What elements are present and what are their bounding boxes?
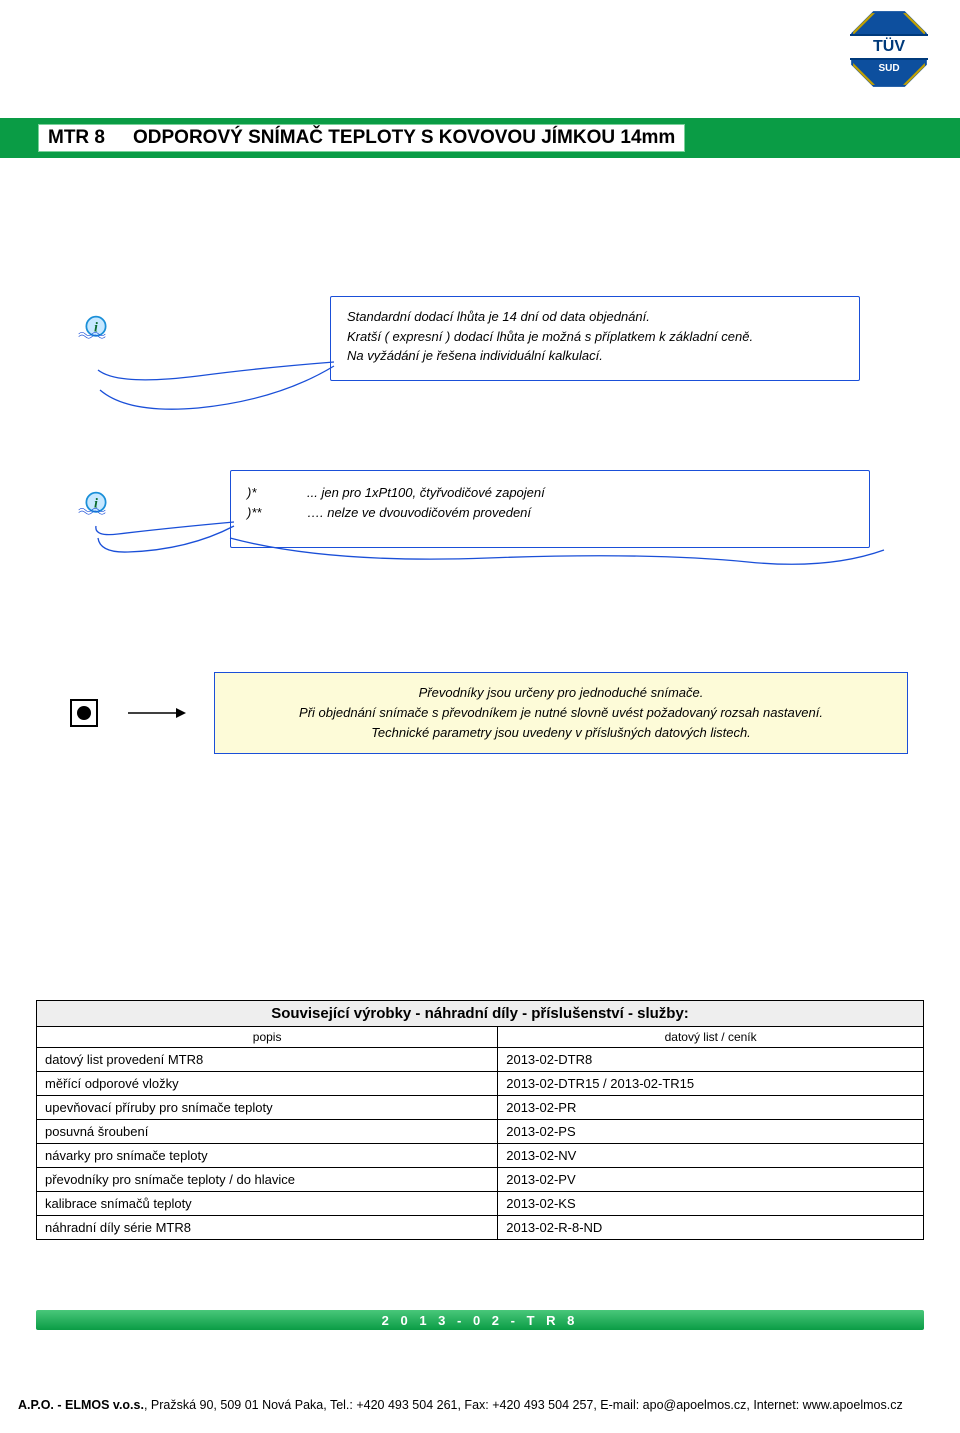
converter-note-box: Převodníky jsou určeny pro jednoduché sn… [214, 672, 908, 754]
related-desc: náhradní díly série MTR8 [37, 1216, 498, 1240]
tuv-badge: TÜV SUD [850, 10, 928, 88]
related-title: Související výrobky - náhradní díly - př… [37, 1001, 924, 1027]
related-col1: popis [37, 1027, 498, 1048]
tuv-sub-label: SUD [850, 63, 928, 74]
table-row: kalibrace snímačů teploty2013-02-KS [37, 1192, 924, 1216]
table-row: měřící odporové vložky2013-02-DTR15 / 20… [37, 1072, 924, 1096]
table-row: návarky pro snímače teploty2013-02-NV [37, 1144, 924, 1168]
title-box: MTR 8 ODPOROVÝ SNÍMAČ TEPLOTY S KOVOVOU … [36, 122, 687, 154]
related-desc: kalibrace snímačů teploty [37, 1192, 498, 1216]
note-line2: Při objednání snímače s převodníkem je n… [229, 703, 893, 723]
related-desc: datový list provedení MTR8 [37, 1048, 498, 1072]
delivery-callout: i Standardní dodací lhůta je 14 dní od d… [82, 296, 860, 381]
footnote-txt2: …. nelze ve dvouvodičovém provedení [307, 503, 531, 523]
related-ref: 2013-02-DTR15 / 2013-02-TR15 [498, 1072, 924, 1096]
related-ref: 2013-02-NV [498, 1144, 924, 1168]
related-ref: 2013-02-DTR8 [498, 1048, 924, 1072]
table-row: náhradní díly série MTR82013-02-R-8-ND [37, 1216, 924, 1240]
company-name: A.P.O. - ELMOS v.o.s. [18, 1398, 144, 1412]
footnote-sym1: )* [247, 483, 287, 503]
note-line3: Technické parametry jsou uvedeny v přísl… [229, 723, 893, 743]
footnote-callout: i )* ... jen pro 1xPt100, čtyřvodičové z… [82, 470, 870, 548]
delivery-line3: Na vyžádání je řešena individuální kalku… [347, 346, 843, 366]
wave-icon [78, 496, 106, 524]
delivery-box: Standardní dodací lhůta je 14 dní od dat… [330, 296, 860, 381]
delivery-line1: Standardní dodací lhůta je 14 dní od dat… [347, 307, 843, 327]
related-ref: 2013-02-PV [498, 1168, 924, 1192]
doc-code-bar: 2 0 1 3 - 0 2 - T R 8 [36, 1310, 924, 1330]
circle-in-square-icon [70, 699, 98, 727]
info-icon: i [82, 314, 110, 342]
info-icon: i [82, 490, 110, 518]
company-rest: , Pražská 90, 509 01 Nová Paka, Tel.: +4… [144, 1398, 903, 1412]
related-desc: měřící odporové vložky [37, 1072, 498, 1096]
related-section: Související výrobky - náhradní díly - př… [36, 1000, 924, 1240]
converter-note-row: Převodníky jsou určeny pro jednoduché sn… [70, 672, 908, 754]
tuv-main-label: TÜV [850, 34, 928, 60]
footnote-txt1: ... jen pro 1xPt100, čtyřvodičové zapoje… [307, 483, 545, 503]
related-ref: 2013-02-PS [498, 1120, 924, 1144]
footnote-sym2: )** [247, 503, 287, 523]
arrow-right-icon [126, 704, 186, 722]
related-table: Související výrobky - náhradní díly - př… [36, 1000, 924, 1240]
note-line1: Převodníky jsou určeny pro jednoduché sn… [229, 683, 893, 703]
related-ref: 2013-02-PR [498, 1096, 924, 1120]
footnote-box: )* ... jen pro 1xPt100, čtyřvodičové zap… [230, 470, 870, 548]
company-footer: A.P.O. - ELMOS v.o.s., Pražská 90, 509 0… [18, 1398, 942, 1412]
related-desc: návarky pro snímače teploty [37, 1144, 498, 1168]
table-row: upevňovací příruby pro snímače teploty20… [37, 1096, 924, 1120]
table-row: převodníky pro snímače teploty / do hlav… [37, 1168, 924, 1192]
related-col2: datový list / ceník [498, 1027, 924, 1048]
table-row: posuvná šroubení2013-02-PS [37, 1120, 924, 1144]
title-bar: MTR 8 ODPOROVÝ SNÍMAČ TEPLOTY S KOVOVOU … [0, 118, 960, 158]
table-row: datový list provedení MTR82013-02-DTR8 [37, 1048, 924, 1072]
related-desc: převodníky pro snímače teploty / do hlav… [37, 1168, 498, 1192]
delivery-line2: Kratší ( expresní ) dodací lhůta je možn… [347, 327, 843, 347]
wave-icon [78, 320, 106, 348]
title-code: MTR 8 [48, 127, 105, 149]
title-text: ODPOROVÝ SNÍMAČ TEPLOTY S KOVOVOU JÍMKOU… [133, 127, 675, 149]
related-ref: 2013-02-R-8-ND [498, 1216, 924, 1240]
related-ref: 2013-02-KS [498, 1192, 924, 1216]
related-desc: posuvná šroubení [37, 1120, 498, 1144]
related-desc: upevňovací příruby pro snímače teploty [37, 1096, 498, 1120]
